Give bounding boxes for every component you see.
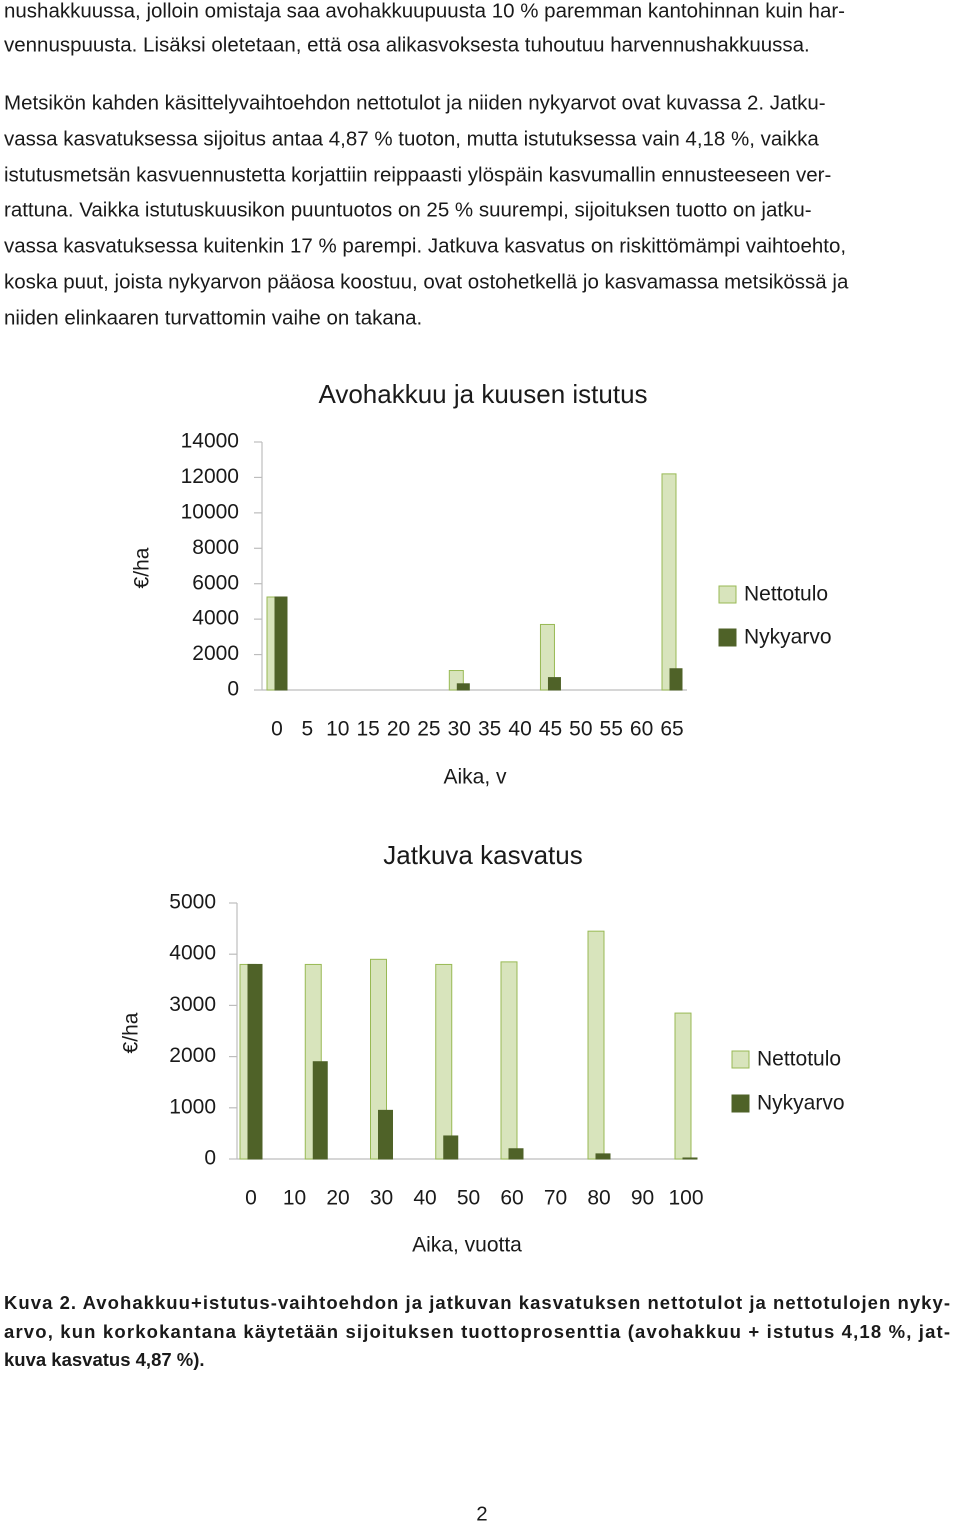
y-axis-title: €/ha	[131, 547, 154, 588]
x-tick-label: 35	[478, 718, 501, 741]
legend-swatch	[731, 1094, 750, 1113]
x-tick-label: 20	[326, 1187, 349, 1210]
y-tick-label: 1000	[169, 1095, 216, 1118]
y-tick-label: 10000	[181, 500, 239, 523]
body-line: vassa kasvatuksessa kuitenkin 17 % parem…	[4, 234, 846, 257]
bar	[247, 963, 263, 1160]
legend-swatch	[718, 628, 737, 647]
caption-line: arvo, kun korkokantana käytetään sijoitu…	[4, 1321, 950, 1342]
body-line: vennuspuusta. Lisäksi oletetaan, että os…	[4, 33, 810, 56]
bar	[682, 1157, 698, 1160]
chart-title: Avohakkuu ja kuusen istutus	[318, 379, 647, 409]
x-tick-label: 0	[271, 718, 283, 741]
bar	[435, 963, 453, 1160]
y-tick-label: 0	[227, 678, 239, 701]
bar	[312, 1061, 328, 1160]
y-tick-label: 14000	[181, 430, 239, 453]
x-tick-label: 60	[500, 1187, 523, 1210]
body-line: vassa kasvatuksessa sijoitus antaa 4,87 …	[4, 127, 819, 150]
legend-label: Nettotulo	[744, 583, 828, 606]
x-tick-label: 5	[302, 718, 314, 741]
y-tick-label: 12000	[181, 465, 239, 488]
x-tick-label: 30	[370, 1187, 393, 1210]
x-tick-label: 10	[326, 718, 349, 741]
x-tick-label: 0	[245, 1187, 257, 1210]
y-tick-label: 3000	[169, 993, 216, 1016]
bar	[456, 683, 470, 691]
bar	[443, 1135, 459, 1160]
x-axis-title: Aika, v	[443, 766, 507, 789]
x-tick-label: 40	[413, 1187, 436, 1210]
x-tick-label: 30	[448, 718, 471, 741]
bar	[674, 1012, 692, 1160]
y-tick-label: 2000	[169, 1044, 216, 1067]
x-tick-label: 20	[387, 718, 410, 741]
x-tick-label: 40	[508, 718, 531, 741]
y-tick-label: 8000	[192, 536, 239, 559]
x-tick-label: 55	[600, 718, 623, 741]
body-line: nushakkuussa, jolloin omistaja saa avoha…	[4, 0, 845, 22]
legend-swatch	[718, 585, 737, 604]
y-tick-label: 4000	[169, 942, 216, 965]
bar	[595, 1153, 611, 1160]
y-tick-label: 0	[204, 1147, 216, 1170]
page-number: 2	[476, 1502, 487, 1524]
y-tick-label: 2000	[192, 642, 239, 665]
bar	[508, 1148, 524, 1160]
y-tick-label: 5000	[169, 891, 216, 914]
x-tick-label: 25	[417, 718, 440, 741]
x-tick-label: 50	[569, 718, 592, 741]
body-line: Metsikön kahden käsittelyvaihtoehdon net…	[4, 91, 826, 114]
x-tick-label: 65	[660, 718, 683, 741]
y-tick-label: 4000	[192, 607, 239, 630]
legend-label: Nettotulo	[757, 1048, 841, 1071]
bar	[274, 596, 288, 691]
y-tick-label: 6000	[192, 571, 239, 594]
bar	[669, 668, 683, 691]
bar	[378, 1109, 393, 1160]
bar	[661, 473, 677, 691]
x-tick-label: 100	[668, 1187, 703, 1210]
body-line: niiden elinkaaren turvattomin vaihe on t…	[4, 306, 422, 329]
bar	[539, 623, 555, 691]
x-tick-label: 50	[457, 1187, 480, 1210]
x-axis-title: Aika, vuotta	[412, 1234, 522, 1257]
body-line: istutusmetsän kasvuennustetta korjattiin…	[4, 163, 831, 186]
bar	[547, 677, 561, 691]
x-tick-label: 90	[631, 1187, 654, 1210]
x-tick-label: 80	[587, 1187, 610, 1210]
x-tick-label: 70	[544, 1187, 567, 1210]
caption-line: kuva kasvatus 4,87 %).	[4, 1349, 205, 1370]
bar	[500, 961, 518, 1160]
caption-line: Kuva 2. Avohakkuu+istutus-vaihtoehdon ja…	[4, 1292, 950, 1313]
legend-swatch	[731, 1050, 750, 1069]
legend-label: Nykyarvo	[744, 626, 832, 649]
bar	[587, 930, 605, 1160]
x-tick-label: 10	[283, 1187, 306, 1210]
chart-title: Jatkuva kasvatus	[383, 840, 582, 870]
legend-label: Nykyarvo	[757, 1092, 845, 1115]
x-tick-label: 45	[539, 718, 562, 741]
x-tick-label: 60	[630, 718, 653, 741]
body-line: rattuna. Vaikka istutuskuusikon puuntuot…	[4, 198, 812, 221]
y-axis-title: €/ha	[120, 1012, 143, 1053]
body-line: koska puut, joista nykyarvon pääosa koos…	[4, 270, 849, 293]
x-tick-label: 15	[356, 718, 379, 741]
